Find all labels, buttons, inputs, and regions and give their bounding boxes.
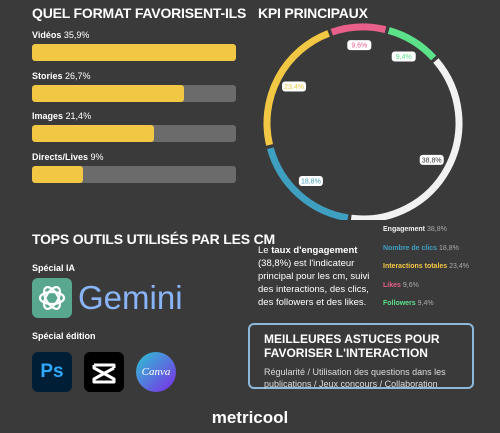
legend-item: Interactions totales 23,4% bbox=[383, 263, 469, 270]
tools-title: TOPS OUTILS UTILISÉS PAR LES CM bbox=[32, 231, 275, 247]
bar bbox=[32, 165, 84, 183]
edition-label: Spécial édition bbox=[32, 331, 96, 341]
value-label: 9,4% bbox=[396, 54, 412, 61]
bar bbox=[32, 44, 236, 61]
category-label: Directs/Lives bbox=[32, 151, 89, 162]
legend-item: Nombre de clics 18,8% bbox=[383, 245, 459, 252]
donut-segment bbox=[330, 23, 387, 36]
paragraph-rest: (38,8%) est l'indicateur principal pour … bbox=[258, 258, 370, 308]
donut-chart: 9,6% 9,4% 38,8% 18,8% 23,4% bbox=[263, 23, 463, 220]
legend-name: Likes bbox=[383, 281, 401, 289]
value-label: 18,8% bbox=[301, 179, 321, 186]
bar-label: Vidéos 35,9% bbox=[32, 30, 89, 40]
paragraph-lead: Le bbox=[258, 245, 272, 256]
tips-text: Régularité / Utilisation des questions d… bbox=[264, 367, 446, 389]
legend-name: Followers bbox=[383, 300, 416, 307]
donut-segment bbox=[266, 147, 349, 220]
bar-track bbox=[32, 84, 236, 102]
canva-logo: Canva bbox=[136, 352, 176, 392]
value-label-bg bbox=[419, 154, 444, 165]
legend-name: Interactions totales bbox=[383, 263, 448, 270]
bar bbox=[32, 84, 184, 102]
bar-title: QUEL FORMAT FAVORISENT-ILS bbox=[32, 5, 247, 21]
value-label: 23,4% bbox=[284, 84, 304, 91]
value-label: 26,7% bbox=[65, 70, 91, 81]
capcut-logo bbox=[84, 352, 124, 392]
bar bbox=[32, 125, 154, 142]
tips-box bbox=[248, 323, 474, 389]
value-label-bg bbox=[347, 40, 372, 51]
legend-item: Followers 9,4% bbox=[383, 300, 434, 307]
legend-item: Engagement 38,8% bbox=[383, 226, 447, 233]
legend-value: 9,4% bbox=[417, 300, 434, 307]
value-label-bg bbox=[298, 176, 323, 187]
bar-track bbox=[32, 125, 236, 142]
paragraph: Le taux d'engagement (38,8%) est l'indic… bbox=[258, 244, 378, 309]
photoshop-logo: Ps bbox=[32, 352, 72, 392]
category-label: Stories bbox=[32, 70, 63, 81]
donut-segment bbox=[387, 27, 437, 61]
chatgpt-logo bbox=[32, 278, 72, 318]
donut-segment bbox=[263, 30, 330, 146]
value-label: 9% bbox=[90, 151, 104, 162]
footer-logo: metricool bbox=[211, 408, 289, 427]
category-label: Images bbox=[32, 111, 64, 121]
donut-segment bbox=[350, 58, 463, 220]
bar-track bbox=[32, 165, 236, 183]
legend-value: 38,8% bbox=[426, 226, 447, 233]
pie-title: KPI PRINCIPAUX bbox=[258, 5, 368, 21]
value-label: 35,9% bbox=[63, 30, 90, 40]
legend-name: Engagement bbox=[383, 226, 426, 233]
value-label-bg bbox=[282, 81, 307, 92]
value-label: 9,6% bbox=[351, 43, 367, 50]
gemini-logo: Gemini bbox=[78, 279, 183, 316]
legend-value: 18,8% bbox=[439, 244, 459, 252]
tips-title: MEILLEURES ASTUCES POUR FAVORISER L'INTE… bbox=[264, 332, 440, 360]
paragraph-bold: taux d'engagement bbox=[271, 245, 358, 256]
bar-label: Directs/Lives 9% bbox=[32, 152, 104, 162]
value-label: 38,8% bbox=[422, 157, 442, 164]
legend-item: Likes 9,6% bbox=[383, 282, 419, 289]
ia-label: Spécial IA bbox=[32, 263, 76, 273]
bar-label: Images 21,4% bbox=[32, 111, 91, 121]
legend-value: 23,4% bbox=[449, 263, 469, 270]
bar-label: Stories 26,7% bbox=[32, 71, 91, 81]
bar-track bbox=[32, 44, 236, 61]
value-label-bg bbox=[391, 51, 416, 62]
legend-name: Nombre de clics bbox=[383, 244, 438, 252]
category-label: Vidéos bbox=[32, 30, 62, 40]
legend-value: 9,6% bbox=[402, 281, 419, 289]
value-label: 21,4% bbox=[65, 111, 92, 121]
